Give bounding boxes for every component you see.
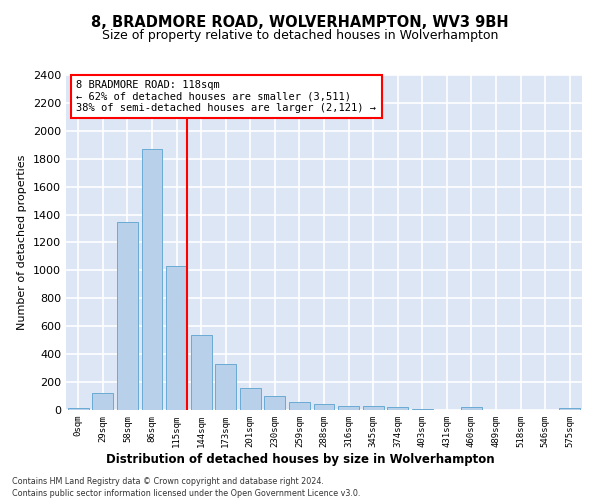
Bar xyxy=(314,404,334,410)
Bar xyxy=(191,336,212,410)
Bar xyxy=(166,266,187,410)
Bar xyxy=(362,406,383,410)
Bar xyxy=(265,396,286,410)
Y-axis label: Number of detached properties: Number of detached properties xyxy=(17,155,28,330)
Text: 8 BRADMORE ROAD: 118sqm
← 62% of detached houses are smaller (3,511)
38% of semi: 8 BRADMORE ROAD: 118sqm ← 62% of detache… xyxy=(76,80,376,113)
Text: Distribution of detached houses by size in Wolverhampton: Distribution of detached houses by size … xyxy=(106,452,494,466)
Bar xyxy=(68,408,89,410)
Bar xyxy=(559,408,580,410)
Text: Contains public sector information licensed under the Open Government Licence v3: Contains public sector information licen… xyxy=(12,489,361,498)
Bar xyxy=(240,388,261,410)
Bar xyxy=(387,407,408,410)
Bar xyxy=(215,364,236,410)
Bar xyxy=(461,406,482,410)
Text: Contains HM Land Registry data © Crown copyright and database right 2024.: Contains HM Land Registry data © Crown c… xyxy=(12,478,324,486)
Bar xyxy=(338,406,359,410)
Bar xyxy=(289,402,310,410)
Bar xyxy=(92,392,113,410)
Text: 8, BRADMORE ROAD, WOLVERHAMPTON, WV3 9BH: 8, BRADMORE ROAD, WOLVERHAMPTON, WV3 9BH xyxy=(91,15,509,30)
Text: Size of property relative to detached houses in Wolverhampton: Size of property relative to detached ho… xyxy=(102,29,498,42)
Bar xyxy=(117,222,138,410)
Bar xyxy=(142,149,163,410)
